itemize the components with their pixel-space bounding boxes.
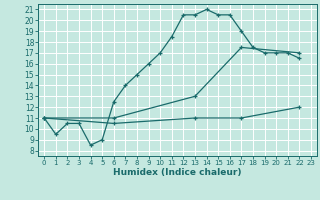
X-axis label: Humidex (Indice chaleur): Humidex (Indice chaleur)	[113, 168, 242, 177]
